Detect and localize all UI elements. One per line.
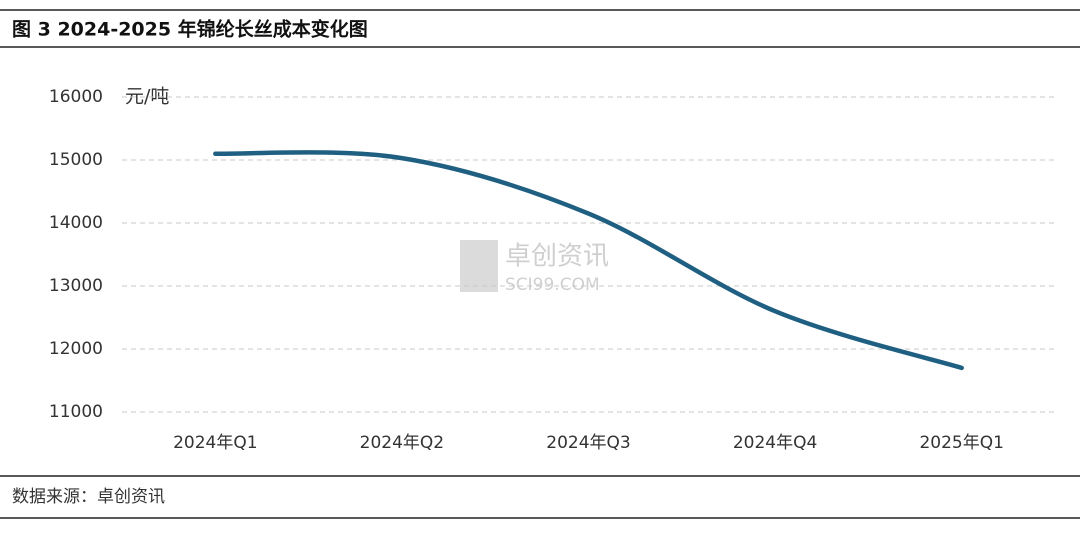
chart-title: 图 3 2024-2025 年锦纶长丝成本变化图 [12, 18, 368, 41]
line-series [213, 150, 964, 371]
y-unit: 元/吨 [125, 86, 169, 108]
watermark-logo [460, 240, 498, 292]
x-tick-label: 2024年Q4 [733, 433, 817, 453]
y-tick-label: 15000 [49, 150, 103, 170]
y-tick-label: 16000 [49, 87, 103, 107]
watermark-text: 卓创资讯 [505, 242, 609, 272]
y-tick-label: 14000 [49, 213, 103, 233]
x-tick-label: 2024年Q3 [546, 433, 630, 453]
y-tick-label: 12000 [49, 339, 103, 359]
y-tick-label: 13000 [49, 276, 103, 296]
watermark: 卓创资讯 SCI99.COM [460, 240, 609, 295]
watermark-sub: SCI99.COM [505, 275, 600, 295]
x-tick-label: 2024年Q2 [360, 433, 444, 453]
x-tick-label: 2024年Q1 [173, 433, 257, 453]
source-note: 数据来源：卓创资讯 [12, 487, 165, 507]
x-tick-label: 2025年Q1 [919, 433, 1003, 453]
y-tick-label: 11000 [49, 402, 103, 422]
